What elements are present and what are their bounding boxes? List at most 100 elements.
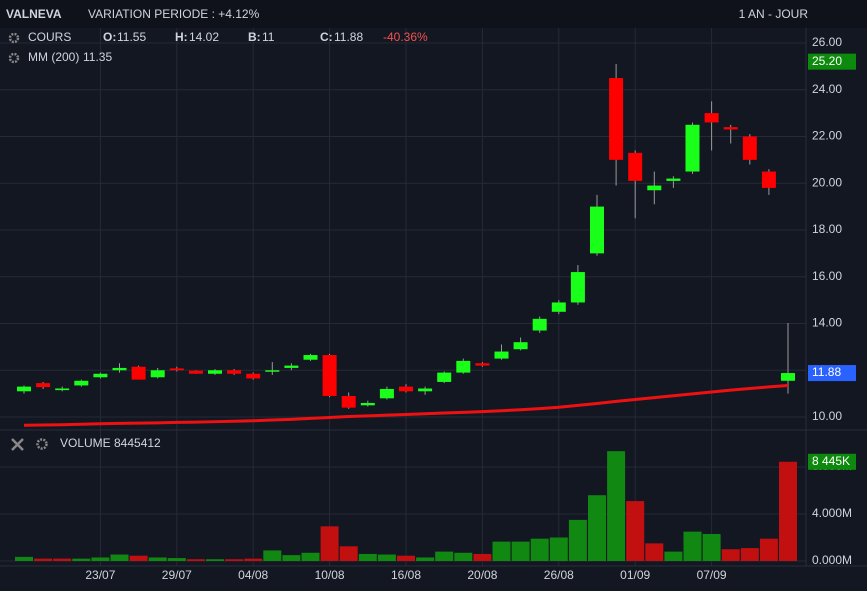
volume-bar [129, 555, 148, 561]
change-value: -40.36% [383, 30, 428, 44]
gear-icon[interactable] [8, 52, 20, 64]
close-value: 11.88 [334, 30, 363, 44]
candle-body [150, 370, 165, 378]
ma-value: 11.35 [83, 50, 112, 64]
candle-body [685, 124, 700, 172]
gear-icon[interactable] [36, 438, 48, 450]
volume-bar [339, 546, 358, 561]
volume-bar [740, 548, 759, 561]
volume-bar [225, 559, 244, 561]
y2-tick-label: 0.000M [812, 553, 852, 567]
low-label: B: [248, 30, 261, 44]
volume-bar [72, 558, 91, 561]
y-tick-label: 26.00 [812, 35, 842, 49]
open-value: 11.55 [117, 30, 146, 44]
volume-bar [148, 557, 167, 561]
y2-tick-label: 4.000M [812, 506, 852, 520]
volume-bar [683, 531, 702, 561]
volume-label: VOLUME [60, 436, 111, 450]
plot [0, 28, 806, 566]
subtitle: VARIATION PERIODE : +4.12% [88, 7, 260, 21]
price-badge [808, 53, 856, 70]
candle-body [513, 342, 528, 350]
candle-body [494, 351, 509, 359]
candle-body [609, 78, 624, 160]
candle-body [360, 402, 375, 406]
candle-body [590, 206, 604, 254]
volume-bar [626, 501, 645, 561]
volume-bar [110, 554, 129, 561]
close-icon[interactable] [11, 438, 24, 451]
top-bar [0, 0, 867, 28]
volume-bar [721, 549, 740, 561]
volume-bar [397, 555, 415, 561]
volume-bar [664, 551, 683, 561]
high-value: 14.02 [189, 30, 219, 44]
candle-body [17, 386, 31, 392]
x-tick-label: 29/07 [162, 568, 192, 582]
candle-body [246, 373, 261, 379]
volume-bar [34, 558, 53, 561]
x-tick-label: 10/08 [315, 568, 345, 582]
price-badge-label: 25.20 [812, 54, 842, 68]
candle-body [437, 372, 452, 382]
candle-body [169, 368, 184, 371]
candle-body [303, 355, 318, 360]
volume-bar [473, 553, 492, 561]
volume-bar [167, 558, 186, 561]
candle-body [551, 302, 566, 312]
volume-value: 8445412 [114, 436, 161, 450]
candle-body [208, 370, 222, 374]
candle-body [322, 355, 337, 396]
x-tick-label: 26/08 [544, 568, 574, 582]
candle-body [761, 171, 776, 188]
candle-body [647, 185, 662, 191]
price-badge-label: 11.88 [812, 365, 841, 379]
price-badge [808, 453, 856, 470]
volume-bar [454, 552, 473, 561]
candle-body [284, 365, 299, 368]
candle-body [704, 113, 719, 123]
y-tick-label: 24.00 [812, 82, 842, 96]
candle-body [628, 152, 643, 181]
candle-body [74, 380, 89, 386]
volume-bar [549, 537, 568, 561]
candle-body [666, 178, 681, 181]
candle-body [55, 388, 70, 391]
gear-icon[interactable] [8, 32, 20, 44]
volume-bar [702, 533, 721, 561]
volume-bar [759, 538, 778, 561]
volume-bar [435, 551, 454, 561]
candle-body [418, 388, 433, 392]
x-tick-label: 20/08 [467, 568, 497, 582]
x-tick-label: 04/08 [238, 568, 268, 582]
ma-label: MM (200) [28, 50, 79, 64]
candle-body [570, 272, 585, 303]
volume-bar [186, 559, 205, 561]
volume-bar [492, 541, 511, 561]
x-tick-label: 23/07 [85, 568, 115, 582]
volume-bar [358, 553, 377, 561]
volume-bar [588, 495, 606, 561]
candle-body [475, 363, 490, 366]
candle-body [188, 370, 203, 374]
y-tick-label: 22.00 [812, 129, 842, 143]
high-label: H: [175, 30, 188, 44]
open-label: O: [103, 30, 116, 44]
y-tick-label: 14.00 [812, 316, 842, 330]
y-tick-label: 16.00 [812, 269, 842, 283]
ma-line [23, 383, 789, 427]
volume-bar [282, 555, 301, 561]
candle-body [112, 367, 127, 371]
volume-bar [206, 559, 224, 561]
volume-bar [15, 556, 33, 561]
candle-body [227, 370, 242, 374]
volume-bar [779, 461, 797, 561]
volume-bar [416, 557, 435, 561]
candle-body [723, 127, 738, 130]
period[interactable]: 1 AN - JOUR [739, 7, 809, 21]
candle-body [379, 388, 394, 399]
x-tick-label: 07/09 [697, 568, 727, 582]
candle-body [265, 370, 280, 372]
price-badge-label: 8 445K [812, 454, 850, 468]
